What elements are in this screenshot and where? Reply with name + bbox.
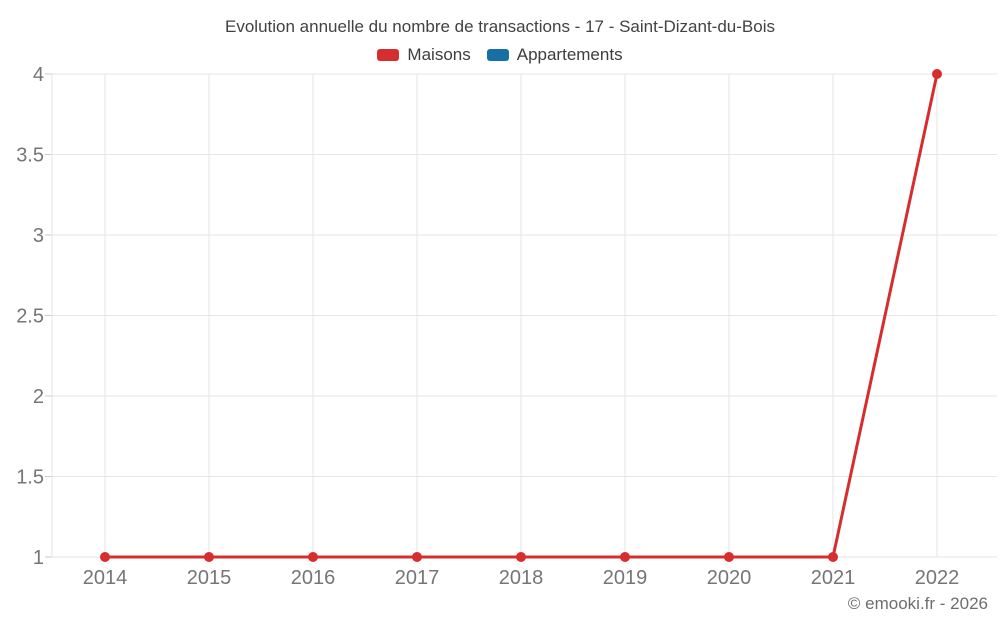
x-axis-label: 2016 [291, 567, 336, 589]
data-point-maisons[interactable] [412, 552, 422, 562]
data-point-maisons[interactable] [204, 552, 214, 562]
copyright: © emooki.fr - 2026 [847, 594, 988, 613]
x-axis-label: 2022 [915, 567, 960, 589]
data-point-maisons[interactable] [932, 69, 942, 79]
x-axis-label: 2017 [395, 567, 440, 589]
legend-item-appartements[interactable]: Appartements [486, 45, 623, 65]
maisons-series-swatch-icon [377, 49, 400, 61]
y-axis-label: 2.5 [16, 306, 44, 328]
y-axis-label: 1 [33, 547, 44, 569]
y-axis-label: 3.5 [16, 145, 44, 167]
data-point-maisons[interactable] [620, 552, 630, 562]
chart-title: Evolution annuelle du nombre de transact… [225, 17, 775, 36]
x-axis-label: 2021 [811, 567, 856, 589]
y-axis-label: 1.5 [16, 467, 44, 489]
data-point-maisons[interactable] [100, 552, 110, 562]
x-axis-label: 2020 [707, 567, 752, 589]
x-axis-label: 2018 [499, 567, 544, 589]
y-axis-label: 4 [33, 64, 44, 86]
data-point-maisons[interactable] [308, 552, 318, 562]
y-axis-label: 2 [33, 386, 44, 408]
data-point-maisons[interactable] [828, 552, 838, 562]
x-axis-label: 2015 [187, 567, 232, 589]
legend-label-maisons: Maisons [407, 45, 471, 64]
x-axis-label: 2014 [83, 567, 128, 589]
legend: Maisons Appartements [0, 44, 1000, 66]
legend-item-maisons[interactable]: Maisons [377, 45, 471, 65]
data-point-maisons[interactable] [724, 552, 734, 562]
data-point-maisons[interactable] [516, 552, 526, 562]
y-axis-label: 3 [33, 225, 44, 247]
legend-label-appartements: Appartements [516, 45, 623, 64]
appartements-series-swatch-icon [486, 49, 509, 61]
x-axis-label: 2019 [603, 567, 648, 589]
